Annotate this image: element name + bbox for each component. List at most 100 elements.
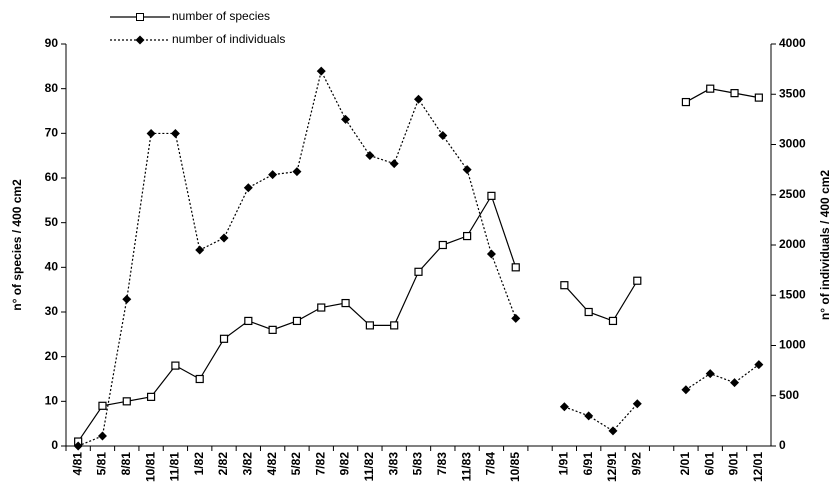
x-tick-label: 5/83 xyxy=(411,452,425,476)
x-tick-label: 9/82 xyxy=(338,452,352,476)
marker xyxy=(195,374,204,384)
legend-marker xyxy=(135,35,145,45)
marker xyxy=(730,378,740,388)
marker xyxy=(705,369,715,379)
marker xyxy=(317,303,326,312)
marker xyxy=(486,249,496,259)
x-tick-label: 9/01 xyxy=(727,452,741,476)
y2-tick-label: 3500 xyxy=(779,86,806,100)
marker xyxy=(268,170,278,180)
marker xyxy=(244,316,253,326)
y-tick-label: 90 xyxy=(45,36,59,50)
series-line xyxy=(77,88,759,442)
marker xyxy=(316,66,326,76)
marker xyxy=(462,165,472,175)
marker xyxy=(754,360,764,370)
y-tick-label: 30 xyxy=(45,304,59,318)
marker xyxy=(584,307,593,317)
x-tick-label: 3/83 xyxy=(386,452,400,476)
x-tick-label: 11/83 xyxy=(459,452,473,482)
marker xyxy=(146,392,156,401)
series-line xyxy=(77,69,760,447)
x-tick-label: 9/92 xyxy=(629,452,643,476)
marker xyxy=(584,411,594,421)
x-tick-label: 5/82 xyxy=(289,452,303,476)
marker xyxy=(171,361,180,370)
legend-label: number of species xyxy=(172,9,270,23)
marker xyxy=(341,298,350,308)
marker xyxy=(608,316,618,326)
marker xyxy=(730,89,739,98)
x-tick-label: 3/82 xyxy=(240,452,254,476)
y2-tick-label: 1000 xyxy=(779,338,806,352)
marker xyxy=(122,397,131,406)
x-tick-label: 4/82 xyxy=(265,452,279,476)
marker xyxy=(219,334,229,343)
x-tick-label: 7/83 xyxy=(435,452,449,476)
marker xyxy=(389,159,399,169)
marker xyxy=(438,130,448,140)
x-tick-label: 2/82 xyxy=(216,452,230,476)
marker xyxy=(97,431,107,441)
y-tick-label: 40 xyxy=(45,260,59,274)
marker xyxy=(608,426,618,436)
marker xyxy=(73,441,83,451)
marker xyxy=(463,231,472,241)
x-tick-label: 2/01 xyxy=(678,452,692,476)
marker xyxy=(487,191,496,200)
y2-tick-label: 0 xyxy=(779,438,786,452)
y2-tick-label: 500 xyxy=(779,388,799,402)
y-axis-label: n° of species / 400 cm2 xyxy=(10,179,24,311)
legend-label: number of individuals xyxy=(172,32,285,46)
y-tick-label: 50 xyxy=(45,215,59,229)
marker xyxy=(122,294,132,304)
marker xyxy=(511,313,521,323)
marker xyxy=(292,316,302,326)
y2-tick-label: 1500 xyxy=(779,287,806,301)
y-tick-label: 20 xyxy=(45,349,59,363)
marker xyxy=(754,93,763,102)
marker xyxy=(414,94,423,104)
legend-marker xyxy=(136,13,144,21)
x-tick-label: 10/85 xyxy=(508,452,522,482)
marker xyxy=(195,245,205,255)
x-tick-label: 11/81 xyxy=(168,452,182,482)
x-tick-label: 7/84 xyxy=(484,452,498,476)
x-tick-label: 1/82 xyxy=(192,452,206,476)
marker xyxy=(559,402,569,412)
marker xyxy=(292,167,302,177)
x-tick-label: 10/81 xyxy=(143,452,157,482)
marker xyxy=(632,399,642,409)
marker xyxy=(560,281,569,290)
y-tick-label: 0 xyxy=(51,438,58,452)
marker xyxy=(681,97,691,107)
y2-tick-label: 3000 xyxy=(779,137,806,151)
y2-tick-label: 2500 xyxy=(779,187,806,201)
marker xyxy=(706,84,715,93)
marker xyxy=(243,183,253,193)
marker xyxy=(365,321,374,330)
x-tick-label: 11/82 xyxy=(362,452,376,482)
marker xyxy=(438,240,447,250)
marker xyxy=(633,276,642,285)
marker xyxy=(170,128,180,138)
marker xyxy=(98,401,107,410)
x-tick-label: 6/91 xyxy=(581,452,595,476)
y-tick-label: 10 xyxy=(45,394,59,408)
marker xyxy=(681,385,691,395)
marker xyxy=(511,263,520,272)
marker xyxy=(414,267,423,276)
marker xyxy=(146,128,156,138)
y-tick-label: 70 xyxy=(45,126,59,140)
x-tick-label: 8/81 xyxy=(119,452,133,476)
x-tick-label: 7/82 xyxy=(313,452,327,476)
marker xyxy=(219,233,229,243)
y-tick-label: 80 xyxy=(45,81,59,95)
y2-tick-label: 4000 xyxy=(779,36,806,50)
marker xyxy=(268,325,277,334)
marker xyxy=(341,114,351,124)
marker xyxy=(365,151,375,161)
y2-axis-label: n° of individuals / 400 cm2 xyxy=(818,170,832,321)
y-tick-label: 60 xyxy=(45,170,59,184)
